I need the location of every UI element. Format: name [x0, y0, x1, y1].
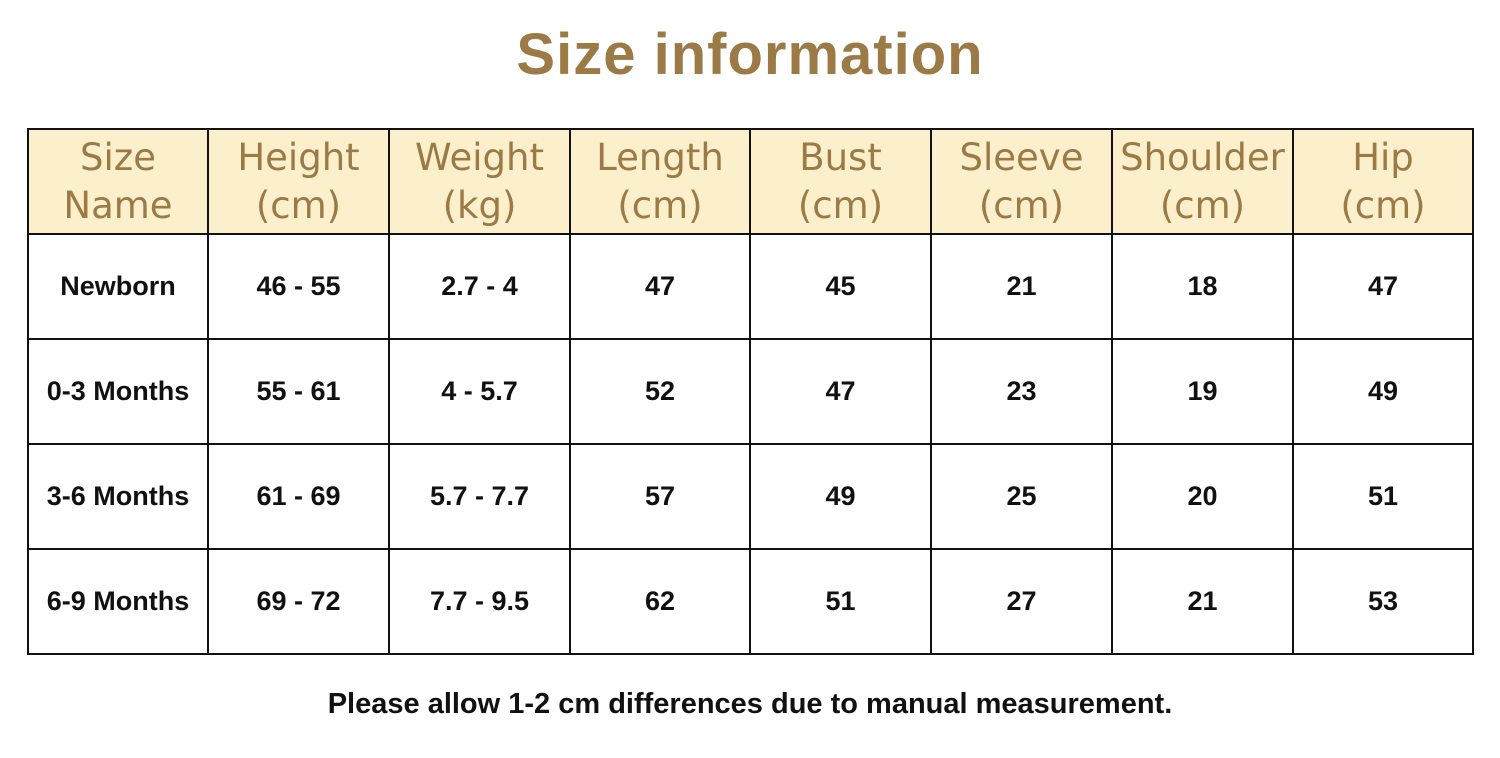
table-cell: 25 — [930, 443, 1113, 550]
table-cell: 62 — [569, 548, 751, 655]
table-cell: 23 — [930, 338, 1113, 445]
table-row: Newborn 46 - 55 2.7 - 4 47 45 21 18 47 — [27, 233, 1474, 340]
table-row: 6-9 Months 69 - 72 7.7 - 9.5 62 51 27 21 53 — [27, 548, 1474, 655]
header-line: (cm) — [1159, 183, 1246, 227]
table-cell: 18 — [1111, 233, 1294, 340]
table-cell: 20 — [1111, 443, 1294, 550]
table-cell: 46 - 55 — [207, 233, 390, 340]
table-cell: 51 — [1292, 443, 1474, 550]
column-header: Hip (cm) — [1292, 128, 1474, 235]
table-cell: 47 — [749, 338, 932, 445]
table-cell: 49 — [1292, 338, 1474, 445]
header-line: (cm) — [978, 183, 1065, 227]
header-line: (cm) — [1340, 183, 1426, 227]
table-cell: 2.7 - 4 — [388, 233, 571, 340]
column-header: Sleeve (cm) — [930, 128, 1113, 235]
table-cell: 52 — [569, 338, 751, 445]
table-header: Size Name Height (cm) Weight (kg) Length (cm) Bu… — [27, 128, 1474, 235]
table-cell: 61 - 69 — [207, 443, 390, 550]
header-line: (cm) — [797, 183, 884, 227]
size-name-cell: Newborn — [27, 233, 209, 340]
header-line: Shoulder — [1120, 135, 1285, 179]
header-line: Name — [63, 183, 173, 227]
table-cell: 27 — [930, 548, 1113, 655]
table-cell: 47 — [569, 233, 751, 340]
header-line: Bust — [799, 135, 882, 179]
header-line: Weight — [415, 135, 544, 179]
table-cell: 5.7 - 7.7 — [388, 443, 571, 550]
column-header: Length (cm) — [569, 128, 751, 235]
table-cell: 4 - 5.7 — [388, 338, 571, 445]
header-row: Size Name Height (cm) Weight (kg) Length (cm) Bu… — [27, 128, 1474, 235]
table-body: Newborn 46 - 55 2.7 - 4 47 45 21 18 47 0-3 Month… — [27, 233, 1474, 655]
header-line: Sleeve — [959, 135, 1084, 179]
header-line: Hip — [1352, 135, 1414, 179]
table-row: 3-6 Months 61 - 69 5.7 - 7.7 57 49 25 20 51 — [27, 443, 1474, 550]
header-line: (cm) — [255, 183, 342, 227]
table-cell: 47 — [1292, 233, 1474, 340]
table-cell: 57 — [569, 443, 751, 550]
size-name-cell: 3-6 Months — [27, 443, 209, 550]
header-line: (cm) — [617, 183, 703, 227]
table-cell: 49 — [749, 443, 932, 550]
header-line: Size — [80, 135, 156, 179]
column-header: Weight (kg) — [388, 128, 571, 235]
table-cell: 21 — [930, 233, 1113, 340]
table-cell: 55 - 61 — [207, 338, 390, 445]
size-table: Size Name Height (cm) Weight (kg) Length (cm) Bu… — [27, 128, 1474, 655]
column-header: Shoulder (cm) — [1111, 128, 1294, 235]
table-cell: 45 — [749, 233, 932, 340]
table-cell: 53 — [1292, 548, 1474, 655]
column-header: Bust (cm) — [749, 128, 932, 235]
table-cell: 21 — [1111, 548, 1294, 655]
table-row: 0-3 Months 55 - 61 4 - 5.7 52 47 23 19 49 — [27, 338, 1474, 445]
footer-note: Please allow 1-2 cm differences due to m… — [327, 688, 1173, 720]
size-name-cell: 6-9 Months — [27, 548, 209, 655]
size-name-cell: 0-3 Months — [27, 338, 209, 445]
header-line: Length — [596, 135, 724, 179]
column-header: Size Name — [27, 128, 209, 235]
page-title: Size information — [516, 22, 984, 87]
column-header: Height (cm) — [207, 128, 390, 235]
table-cell: 19 — [1111, 338, 1294, 445]
table-cell: 51 — [749, 548, 932, 655]
table-cell: 69 - 72 — [207, 548, 390, 655]
header-line: (kg) — [442, 183, 517, 227]
table-cell: 7.7 - 9.5 — [388, 548, 571, 655]
header-line: Height — [237, 135, 360, 179]
